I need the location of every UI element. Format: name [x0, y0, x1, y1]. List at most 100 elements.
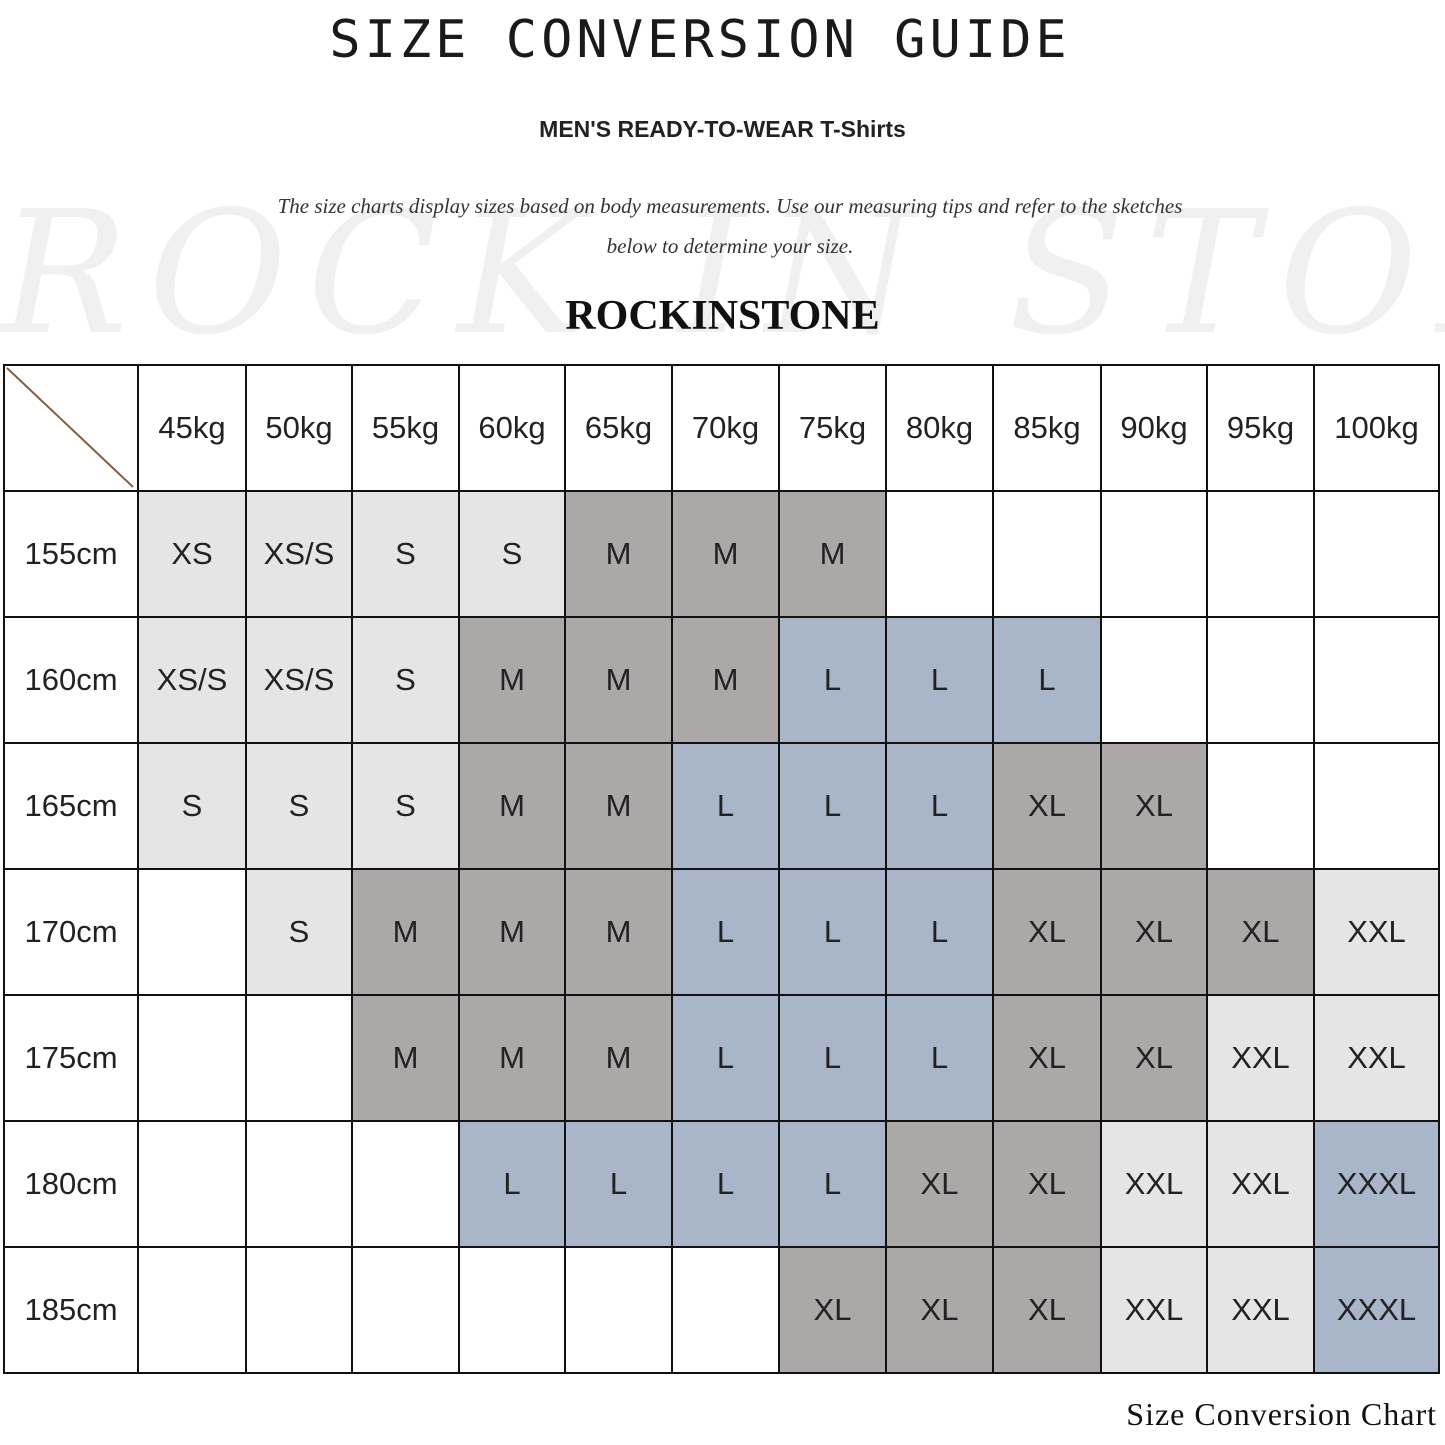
- size-cell: [564, 1246, 673, 1374]
- page-title: SIZE CONVERSION GUIDE: [329, 10, 1071, 70]
- size-cell: [137, 868, 247, 996]
- size-cell: L: [671, 742, 780, 870]
- size-cell: M: [458, 994, 566, 1122]
- size-cell: XL: [885, 1120, 994, 1248]
- size-cell: XXXL: [1313, 1120, 1440, 1248]
- size-cell: [1313, 490, 1440, 618]
- size-cell: S: [351, 490, 460, 618]
- size-cell: XL: [992, 1120, 1102, 1248]
- size-cell: XL: [992, 1246, 1102, 1374]
- column-header: 60kg: [458, 364, 566, 492]
- table-row: 170cm S M M M L L L XL XL XL XXL: [3, 868, 1440, 996]
- size-cell: [245, 1246, 353, 1374]
- size-cell: S: [245, 742, 353, 870]
- size-cell: XL: [885, 1246, 994, 1374]
- size-cell: S: [351, 616, 460, 744]
- size-cell: L: [885, 742, 994, 870]
- table-row: 155cm XS XS/S S S M M M: [3, 490, 1440, 618]
- table-row: 175cm M M M L L L XL XL XXL XXL: [3, 994, 1440, 1122]
- column-header: 100kg: [1313, 364, 1440, 492]
- size-cell: XS/S: [137, 616, 247, 744]
- size-cell: M: [564, 994, 673, 1122]
- size-cell: XXXL: [1313, 1246, 1440, 1374]
- table-row: 160cm XS/S XS/S S M M M L L L: [3, 616, 1440, 744]
- size-cell: M: [351, 868, 460, 996]
- size-cell: S: [351, 742, 460, 870]
- size-cell: XL: [992, 742, 1102, 870]
- brand-name: ROCKINSTONE: [565, 293, 880, 339]
- table-row: 180cm L L L L XL XL XXL XXL XXXL: [3, 1120, 1440, 1248]
- size-cell: M: [458, 616, 566, 744]
- size-table: 45kg 50kg 55kg 60kg 65kg 70kg 75kg 80kg 85kg 90kg…: [3, 364, 1440, 1374]
- size-cell: [885, 490, 994, 618]
- size-cell: [245, 994, 353, 1122]
- row-header: 180cm: [3, 1120, 139, 1248]
- size-cell: XL: [1100, 994, 1208, 1122]
- row-header: 170cm: [3, 868, 139, 996]
- size-cell: M: [671, 616, 780, 744]
- size-cell: L: [564, 1120, 673, 1248]
- row-header: 160cm: [3, 616, 139, 744]
- size-cell: [351, 1246, 460, 1374]
- size-cell: M: [564, 490, 673, 618]
- size-cell: [992, 490, 1102, 618]
- size-cell: [671, 1246, 780, 1374]
- table-row: 165cm S S S M M L L L XL XL: [3, 742, 1440, 870]
- size-cell: L: [885, 994, 994, 1122]
- size-cell: M: [778, 490, 887, 618]
- column-header: 45kg: [137, 364, 247, 492]
- size-cell: XS: [137, 490, 247, 618]
- size-cell: L: [778, 616, 887, 744]
- size-cell: L: [671, 868, 780, 996]
- size-cell: XXL: [1206, 1246, 1315, 1374]
- size-cell: [1313, 616, 1440, 744]
- column-header: 75kg: [778, 364, 887, 492]
- size-cell: M: [564, 742, 673, 870]
- size-cell: M: [564, 616, 673, 744]
- size-cell: M: [458, 868, 566, 996]
- size-cell: [1100, 616, 1208, 744]
- size-cell: L: [885, 616, 994, 744]
- size-cell: [1206, 742, 1315, 870]
- brand-watermark: ROCK IN STONE: [0, 175, 1445, 373]
- size-cell: [1206, 490, 1315, 618]
- row-header: 155cm: [3, 490, 139, 618]
- size-cell: [137, 1246, 247, 1374]
- description-line-2: below to determine your size.: [606, 234, 854, 258]
- size-cell: M: [564, 868, 673, 996]
- size-cell: [1100, 490, 1208, 618]
- header-row: 45kg 50kg 55kg 60kg 65kg 70kg 75kg 80kg 85kg 90kg…: [3, 364, 1440, 492]
- size-cell: L: [458, 1120, 566, 1248]
- size-cell: L: [778, 1120, 887, 1248]
- size-cell: S: [245, 868, 353, 996]
- size-cell: [1313, 742, 1440, 870]
- size-cell: XS/S: [245, 490, 353, 618]
- column-header: 70kg: [671, 364, 780, 492]
- subtitle: MEN'S READY-TO-WEAR T-Shirts: [539, 116, 906, 142]
- size-cell: [137, 1120, 247, 1248]
- size-cell: L: [992, 616, 1102, 744]
- column-header: 65kg: [564, 364, 673, 492]
- diagonal-line: [6, 367, 134, 488]
- size-cell: L: [778, 742, 887, 870]
- column-header: 85kg: [992, 364, 1102, 492]
- size-cell: M: [351, 994, 460, 1122]
- description-line-1: The size charts display sizes based on b…: [277, 194, 1183, 218]
- size-cell: XXL: [1206, 994, 1315, 1122]
- size-cell: [1206, 616, 1315, 744]
- size-cell: L: [885, 868, 994, 996]
- column-header: 50kg: [245, 364, 353, 492]
- size-cell: [137, 994, 247, 1122]
- column-header: 95kg: [1206, 364, 1315, 492]
- row-header: 175cm: [3, 994, 139, 1122]
- size-cell: L: [671, 1120, 780, 1248]
- description: The size charts display sizes based on b…: [220, 186, 1240, 266]
- row-header: 165cm: [3, 742, 139, 870]
- column-header: 80kg: [885, 364, 994, 492]
- size-cell: L: [778, 994, 887, 1122]
- size-cell: XL: [1100, 742, 1208, 870]
- size-cell: L: [778, 868, 887, 996]
- size-cell: XL: [992, 868, 1102, 996]
- size-cell: M: [671, 490, 780, 618]
- size-cell: XL: [1100, 868, 1208, 996]
